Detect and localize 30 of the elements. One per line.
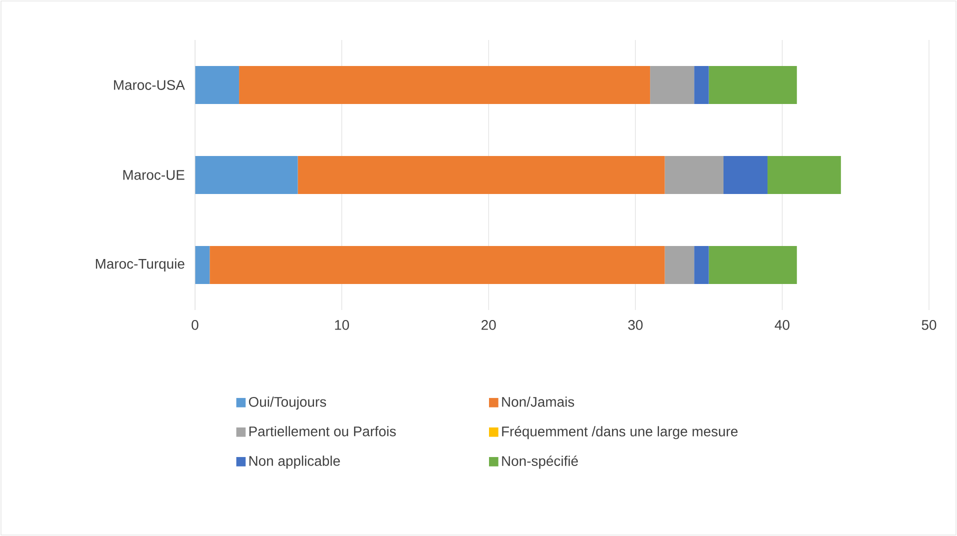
bar — [708, 246, 797, 284]
bar — [694, 66, 709, 104]
y-tick-label: Maroc-USA — [114, 80, 185, 90]
bar — [298, 156, 665, 194]
legend-label: Oui/Toujours — [248, 396, 326, 410]
x-tick-label: 0 — [192, 320, 198, 330]
bar — [664, 246, 694, 284]
x-tick-label: 40 — [774, 320, 790, 330]
y-tick-label: Maroc-Turquie — [96, 258, 184, 272]
legend-label: Non applicable — [249, 456, 340, 469]
y-tick-label: Maroc-UE — [123, 170, 184, 180]
x-tick-label: 30 — [628, 320, 643, 330]
x-tick-label: 50 — [922, 320, 936, 330]
legend-label: Non-spécifié — [502, 456, 578, 469]
bar — [239, 66, 650, 104]
legend-label: Fréquemment /dans une large mesure — [502, 426, 738, 440]
bar — [664, 156, 724, 194]
bar — [195, 246, 210, 284]
bar — [768, 156, 841, 194]
bar — [723, 156, 768, 194]
x-tick-label: 20 — [482, 320, 496, 330]
bar — [694, 246, 709, 284]
bar — [195, 156, 298, 194]
legend-label: Partiellement ou Parfois — [249, 426, 396, 436]
bar — [195, 66, 240, 104]
bar — [210, 246, 665, 284]
legend-label: Non/Jamais — [502, 396, 574, 407]
bar — [708, 66, 797, 104]
x-tick-label: 10 — [335, 320, 350, 330]
bar — [650, 66, 694, 104]
